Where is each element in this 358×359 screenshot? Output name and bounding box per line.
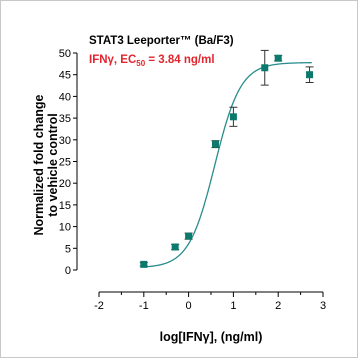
fit-curve bbox=[143, 62, 312, 268]
data-marker bbox=[140, 260, 148, 268]
x-tick-label: 0 bbox=[186, 300, 192, 312]
y-tick-label: 5 bbox=[65, 243, 71, 255]
data-point bbox=[305, 66, 314, 84]
y-tick-label: 40 bbox=[59, 91, 71, 103]
data-point bbox=[274, 54, 283, 62]
data-marker bbox=[274, 54, 282, 62]
data-points-layer bbox=[139, 49, 314, 268]
data-marker bbox=[185, 232, 193, 240]
data-point bbox=[139, 260, 148, 268]
x-tick-label: 3 bbox=[320, 300, 326, 312]
data-point bbox=[260, 49, 269, 86]
y-tick-label: 0 bbox=[65, 265, 71, 277]
x-tick-label: -1 bbox=[139, 300, 149, 312]
axes: 0 5 10 15 20 25 30 35 40 45 50 -2 -1 0 1 2 3 bbox=[59, 48, 326, 312]
data-marker bbox=[171, 243, 179, 251]
data-marker bbox=[229, 113, 237, 121]
y-tick-label: 10 bbox=[59, 222, 71, 234]
y-tick-label: 25 bbox=[59, 157, 71, 169]
subtitle-suffix: = 3.84 ng/ml bbox=[145, 54, 214, 66]
x-tick-label: 1 bbox=[230, 300, 236, 312]
chart-title: STAT3 Leeporter™ (Ba/F3) bbox=[89, 35, 234, 47]
y-tick-label: 50 bbox=[59, 48, 71, 60]
y-axis-label-line2: to vehicle control bbox=[46, 113, 60, 217]
chart-subtitle: IFNγ, EC50 = 3.84 ng/ml bbox=[89, 54, 215, 68]
x-tick-label: -2 bbox=[94, 300, 104, 312]
y-tick-label: 20 bbox=[59, 178, 71, 190]
x-axis-label: log[IFNγ], (ng/ml) bbox=[160, 330, 263, 344]
data-marker bbox=[261, 64, 269, 72]
y-tick-label: 30 bbox=[59, 135, 71, 147]
fit-curve-layer bbox=[143, 62, 312, 268]
subtitle-subscript: 50 bbox=[136, 59, 145, 68]
y-axis-label-line1: Normalized fold change bbox=[32, 94, 46, 235]
y-tick-label: 35 bbox=[59, 113, 71, 125]
subtitle-prefix: IFNγ, EC bbox=[89, 54, 136, 66]
data-marker bbox=[306, 71, 314, 79]
data-point bbox=[211, 140, 220, 149]
data-point bbox=[229, 106, 238, 127]
x-tick-label: 2 bbox=[275, 300, 281, 312]
y-tick-label: 45 bbox=[59, 70, 71, 82]
data-point bbox=[171, 243, 180, 251]
data-marker bbox=[211, 140, 219, 148]
y-tick-label: 15 bbox=[59, 200, 71, 212]
data-point bbox=[184, 232, 193, 240]
